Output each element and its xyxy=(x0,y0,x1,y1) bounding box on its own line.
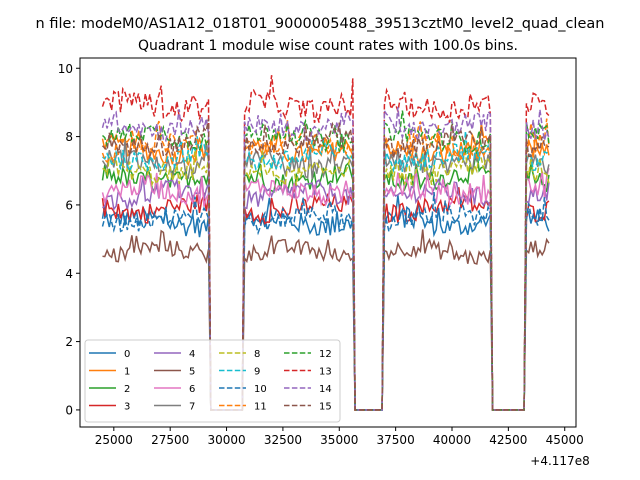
legend-label-3: 3 xyxy=(124,402,130,413)
y-tick-label: 2 xyxy=(65,335,73,349)
legend-label-10: 10 xyxy=(254,384,267,395)
series-line-9 xyxy=(102,131,550,411)
series-line-2 xyxy=(101,149,550,411)
x-offset-text: +4.117e8 xyxy=(530,454,589,468)
chart-title: Quadrant 1 module wise count rates with … xyxy=(138,38,518,54)
legend-label-15: 15 xyxy=(319,402,332,413)
x-tick-label: 25000 xyxy=(95,433,133,447)
y-tick-label: 10 xyxy=(58,62,73,76)
legend-label-7: 7 xyxy=(189,402,195,413)
legend-label-0: 0 xyxy=(124,349,130,360)
legend-label-13: 13 xyxy=(319,367,332,378)
x-tick-label: 42500 xyxy=(489,433,527,447)
series-line-10 xyxy=(101,192,550,411)
legend-label-5: 5 xyxy=(189,367,195,378)
legend-label-11: 11 xyxy=(254,402,267,413)
series-layer xyxy=(101,75,550,411)
series-line-8 xyxy=(102,148,550,411)
series-line-6 xyxy=(101,168,550,411)
x-tick-label: 35000 xyxy=(320,433,358,447)
x-tick-label: 40000 xyxy=(433,433,471,447)
legend-label-4: 4 xyxy=(189,349,195,360)
y-axis: 0 2 4 6 8 10 xyxy=(58,62,80,417)
legend-label-8: 8 xyxy=(254,349,260,360)
x-tick-label: 32500 xyxy=(264,433,302,447)
series-line-13 xyxy=(101,75,550,411)
series-line-5 xyxy=(102,229,550,411)
x-tick-label: 45000 xyxy=(546,433,584,447)
y-tick-label: 6 xyxy=(65,198,73,212)
y-tick-label: 8 xyxy=(65,130,73,144)
x-tick-label: 37500 xyxy=(377,433,415,447)
figure-suptitle: n file: modeM0/AS1A12_018T01_9000005488_… xyxy=(36,16,605,32)
legend-label-1: 1 xyxy=(124,367,130,378)
y-tick-label: 4 xyxy=(65,267,73,281)
legend-label-2: 2 xyxy=(124,384,130,395)
y-tick-label: 0 xyxy=(65,403,73,417)
series-line-12 xyxy=(101,110,550,411)
x-tick-label: 27500 xyxy=(151,433,189,447)
plot-frame xyxy=(79,57,577,428)
legend-label-14: 14 xyxy=(319,384,332,395)
series-line-4 xyxy=(102,175,550,411)
legend-label-12: 12 xyxy=(319,349,332,360)
legend-box xyxy=(84,339,341,423)
series-line-15 xyxy=(101,118,550,411)
series-line-14 xyxy=(101,106,550,411)
legend-label-9: 9 xyxy=(254,367,260,378)
x-tick-label: 30000 xyxy=(207,433,245,447)
series-line-0 xyxy=(101,195,550,411)
legend-label-6: 6 xyxy=(189,384,195,395)
x-axis: 25000 27500 30000 32500 35000 37500 40000 42500… xyxy=(95,427,584,447)
